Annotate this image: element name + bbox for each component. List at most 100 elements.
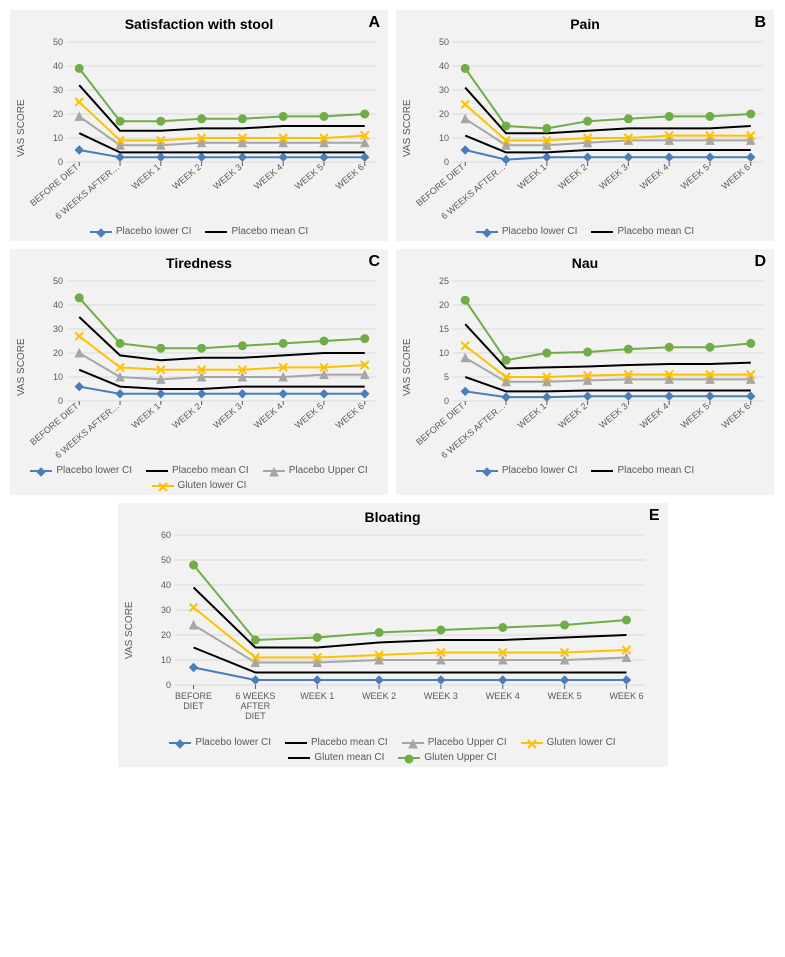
svg-text:50: 50: [53, 276, 63, 286]
chart-wrap: VAS SCORE0510152025BEFORE DIET6 WEEKS AF…: [400, 273, 770, 461]
legend-item-placebo-lower: Placebo lower CI: [90, 226, 192, 237]
legend-label: Placebo mean CI: [172, 465, 249, 476]
svg-text:20: 20: [439, 300, 449, 310]
chart-wrap: VAS SCORE01020304050BEFORE DIET6 WEEKS A…: [400, 34, 770, 222]
svg-text:DIET: DIET: [245, 711, 266, 721]
svg-text:60: 60: [160, 530, 170, 540]
legend-item-placebo-upper: Placebo Upper CI: [263, 465, 368, 476]
svg-text:0: 0: [165, 680, 170, 690]
legend-label: Gluten Upper CI: [424, 752, 496, 763]
chart-d-svg: 0510152025BEFORE DIET6 WEEKS AFTER…WEEK …: [415, 273, 770, 461]
svg-text:20: 20: [53, 109, 63, 119]
legend-label: Placebo lower CI: [116, 226, 192, 237]
svg-text:WEEK 3: WEEK 3: [597, 401, 629, 431]
svg-text:30: 30: [53, 85, 63, 95]
panel-d: DNauVAS SCORE0510152025BEFORE DIET6 WEEK…: [396, 249, 774, 495]
svg-text:WEEK 4: WEEK 4: [252, 401, 284, 431]
svg-text:WEEK 5: WEEK 5: [293, 162, 325, 192]
svg-text:WEEK 3: WEEK 3: [211, 401, 243, 431]
panel-title: Tiredness: [14, 255, 384, 271]
chart-a-svg: 01020304050BEFORE DIET6 WEEKS AFTER…WEEK…: [29, 34, 384, 222]
svg-text:WEEK 5: WEEK 5: [679, 401, 711, 431]
svg-text:30: 30: [160, 605, 170, 615]
panel-b: BPainVAS SCORE01020304050BEFORE DIET6 WE…: [396, 10, 774, 241]
panel-title: Nau: [400, 255, 770, 271]
legend-label: Placebo Upper CI: [428, 737, 507, 748]
svg-text:50: 50: [53, 37, 63, 47]
svg-text:0: 0: [58, 157, 63, 167]
svg-text:30: 30: [439, 85, 449, 95]
svg-text:WEEK 1: WEEK 1: [300, 691, 334, 701]
svg-text:WEEK 2: WEEK 2: [362, 691, 396, 701]
legend-d: Placebo lower CI Placebo mean CI: [400, 465, 770, 476]
svg-text:WEEK 6: WEEK 6: [720, 401, 752, 431]
svg-text:10: 10: [439, 133, 449, 143]
y-axis-label: VAS SCORE: [14, 273, 29, 461]
chart-c-svg: 01020304050BEFORE DIET6 WEEKS AFTER…WEEK…: [29, 273, 384, 461]
legend-item-placebo-mean: Placebo mean CI: [591, 226, 694, 237]
svg-text:BEFORE: BEFORE: [175, 691, 212, 701]
legend-item-placebo-mean: Placebo mean CI: [591, 465, 694, 476]
panel-title: Satisfaction with stool: [14, 16, 384, 32]
svg-text:WEEK 6: WEEK 6: [334, 401, 366, 431]
svg-text:10: 10: [160, 655, 170, 665]
chart-wrap: VAS SCORE0102030405060BEFOREDIET6 WEEKSA…: [122, 527, 664, 733]
legend-item-placebo-mean: Placebo mean CI: [205, 226, 308, 237]
svg-text:10: 10: [53, 133, 63, 143]
chart-grid: ASatisfaction with stoolVAS SCORE0102030…: [10, 10, 775, 767]
legend-label: Gluten lower CI: [178, 480, 247, 491]
row-3: EBloatingVAS SCORE0102030405060BEFOREDIE…: [10, 503, 775, 767]
y-axis-label: VAS SCORE: [122, 527, 137, 733]
svg-text:50: 50: [439, 37, 449, 47]
chart-b-svg: 01020304050BEFORE DIET6 WEEKS AFTER…WEEK…: [415, 34, 770, 222]
panel-title: Pain: [400, 16, 770, 32]
svg-text:DIET: DIET: [183, 701, 204, 711]
panel-letter: C: [368, 253, 380, 271]
chart-e-svg: 0102030405060BEFOREDIET6 WEEKSAFTERDIETW…: [137, 527, 664, 733]
panel-letter: E: [649, 507, 660, 525]
legend-e: Placebo lower CIPlacebo mean CIPlacebo U…: [122, 737, 664, 763]
svg-text:WEEK 5: WEEK 5: [293, 401, 325, 431]
legend-item-gluten-mean: Gluten mean CI: [288, 752, 384, 763]
svg-text:WEEK 4: WEEK 4: [252, 162, 284, 192]
svg-text:WEEK 1: WEEK 1: [516, 401, 548, 431]
svg-text:10: 10: [53, 372, 63, 382]
svg-text:5: 5: [444, 372, 449, 382]
panel-e: EBloatingVAS SCORE0102030405060BEFOREDIE…: [118, 503, 668, 767]
svg-text:6 WEEKS: 6 WEEKS: [235, 691, 275, 701]
svg-text:0: 0: [58, 396, 63, 406]
svg-text:15: 15: [439, 324, 449, 334]
svg-text:WEEK 3: WEEK 3: [423, 691, 457, 701]
svg-text:40: 40: [53, 300, 63, 310]
svg-text:30: 30: [53, 324, 63, 334]
svg-text:50: 50: [160, 555, 170, 565]
svg-text:20: 20: [439, 109, 449, 119]
svg-text:WEEK 4: WEEK 4: [485, 691, 519, 701]
row-2: CTirednessVAS SCORE01020304050BEFORE DIE…: [10, 249, 775, 495]
row-1: ASatisfaction with stoolVAS SCORE0102030…: [10, 10, 775, 241]
panel-a: ASatisfaction with stoolVAS SCORE0102030…: [10, 10, 388, 241]
svg-text:WEEK 2: WEEK 2: [170, 162, 202, 192]
panel-letter: D: [754, 253, 766, 271]
legend-c: Placebo lower CIPlacebo mean CIPlacebo U…: [14, 465, 384, 491]
legend-item-placebo-lower: Placebo lower CI: [476, 465, 578, 476]
legend-item-gluten-upper: Gluten Upper CI: [398, 752, 496, 763]
svg-text:WEEK 3: WEEK 3: [211, 162, 243, 192]
legend-label: Placebo Upper CI: [289, 465, 368, 476]
legend-item-placebo-upper: Placebo Upper CI: [402, 737, 507, 748]
svg-text:40: 40: [439, 61, 449, 71]
svg-text:AFTER: AFTER: [240, 701, 270, 711]
legend-label: Gluten lower CI: [547, 737, 616, 748]
legend-label: Placebo mean CI: [231, 226, 308, 237]
svg-text:WEEK 2: WEEK 2: [556, 401, 588, 431]
svg-text:WEEK 4: WEEK 4: [638, 401, 670, 431]
svg-text:WEEK 2: WEEK 2: [170, 401, 202, 431]
svg-text:20: 20: [160, 630, 170, 640]
svg-text:WEEK 2: WEEK 2: [556, 162, 588, 192]
svg-text:0: 0: [444, 157, 449, 167]
legend-item-gluten-lower: Gluten lower CI: [521, 737, 616, 748]
legend-a: Placebo lower CI Placebo mean CI: [14, 226, 384, 237]
svg-text:40: 40: [160, 580, 170, 590]
svg-text:10: 10: [439, 348, 449, 358]
legend-item-placebo-mean: Placebo mean CI: [146, 465, 249, 476]
